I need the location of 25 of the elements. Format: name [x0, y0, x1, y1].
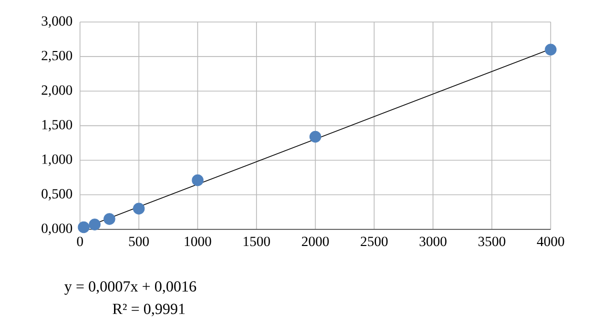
- x-tick-label: 500: [129, 236, 149, 246]
- point: [78, 221, 90, 234]
- point: [309, 130, 322, 143]
- point: [104, 213, 116, 225]
- y-tick-label: 1,500: [42, 120, 72, 132]
- y-tick-label: 0,500: [42, 189, 72, 201]
- x-tick-label: 1500: [244, 236, 270, 246]
- y-tick-label: 2,500: [42, 50, 72, 62]
- x-tick-label: 0: [77, 236, 83, 246]
- x-tick-label: 2000: [302, 236, 329, 246]
- x-tick-label: 3000: [420, 236, 446, 246]
- point: [192, 174, 204, 186]
- x-tick-label: 3500: [478, 236, 506, 246]
- y-tick-label: 0,000: [42, 224, 72, 236]
- text: R² = 0,9991: [112, 304, 185, 316]
- point: [132, 202, 145, 214]
- text: y = 0,0007x + 0,0016: [64, 281, 196, 295]
- y-tick-label: 2,000: [42, 85, 72, 97]
- point: [88, 218, 101, 230]
- point: [544, 44, 557, 56]
- y-tick-label: 1,000: [42, 154, 72, 166]
- x-tick-label: 2500: [360, 236, 388, 246]
- y-tick-label: 3,000: [42, 16, 72, 28]
- x-tick-label: 4000: [536, 236, 564, 246]
- x-tick-label: 1000: [184, 236, 212, 246]
